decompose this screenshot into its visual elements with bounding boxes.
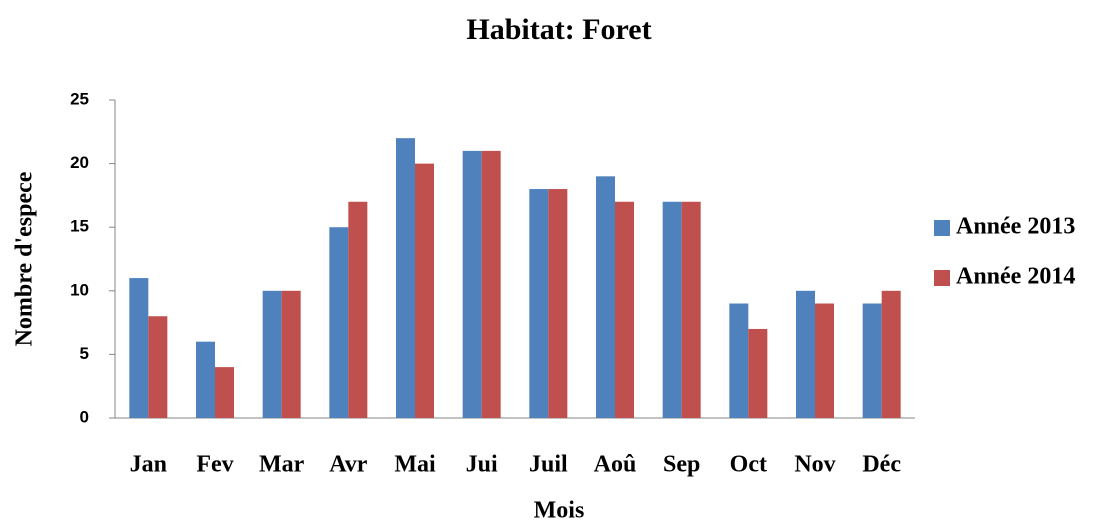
legend-label: Année 2014 bbox=[956, 264, 1075, 290]
legend-swatch bbox=[934, 220, 950, 236]
bar bbox=[815, 303, 834, 418]
x-tick-label: Jui bbox=[466, 452, 498, 478]
bar bbox=[396, 138, 415, 418]
x-tick-label: Aoû bbox=[594, 452, 637, 478]
bar bbox=[129, 278, 149, 418]
x-axis-label: Mois bbox=[534, 498, 585, 524]
bar bbox=[796, 290, 815, 418]
legend-label: Année 2013 bbox=[956, 214, 1075, 240]
x-tick-label: Avr bbox=[329, 452, 368, 478]
bar bbox=[281, 290, 301, 418]
bar bbox=[662, 201, 682, 418]
y-tick-label: 10 bbox=[70, 280, 89, 299]
x-tick-label: Fev bbox=[196, 452, 233, 478]
bar bbox=[462, 150, 482, 418]
bar bbox=[215, 367, 234, 418]
x-tick-label: Jan bbox=[130, 452, 167, 478]
y-tick-label: 20 bbox=[70, 153, 89, 172]
bar bbox=[529, 189, 549, 418]
bar bbox=[615, 201, 634, 418]
bar bbox=[196, 341, 215, 418]
x-tick-label: Juil bbox=[529, 452, 568, 478]
y-tick-label: 15 bbox=[70, 217, 89, 236]
bar bbox=[348, 201, 368, 418]
chart-title: Habitat: Foret bbox=[466, 13, 651, 46]
bar bbox=[881, 290, 901, 418]
y-tick-label: 5 bbox=[80, 344, 89, 363]
x-tick-label: Déc bbox=[862, 452, 901, 478]
x-tick-label: Sep bbox=[663, 452, 700, 478]
bar bbox=[748, 328, 768, 418]
y-axis-label: Nombre d'espece bbox=[12, 171, 38, 346]
y-tick-label: 25 bbox=[70, 89, 89, 108]
bar bbox=[862, 303, 882, 418]
bar bbox=[681, 201, 701, 418]
x-tick-label: Oct bbox=[730, 452, 767, 478]
x-tick-label: Mai bbox=[394, 452, 436, 478]
x-tick-label: Nov bbox=[794, 452, 835, 478]
bar bbox=[548, 189, 568, 418]
bar bbox=[596, 176, 615, 418]
legend-swatch bbox=[934, 270, 950, 286]
bar bbox=[729, 303, 749, 418]
bar bbox=[481, 150, 501, 418]
bar bbox=[148, 316, 168, 418]
bar bbox=[329, 227, 349, 418]
bar bbox=[415, 163, 434, 418]
bar bbox=[262, 290, 282, 418]
x-tick-label: Mar bbox=[259, 452, 305, 478]
y-tick-label: 0 bbox=[80, 407, 89, 426]
